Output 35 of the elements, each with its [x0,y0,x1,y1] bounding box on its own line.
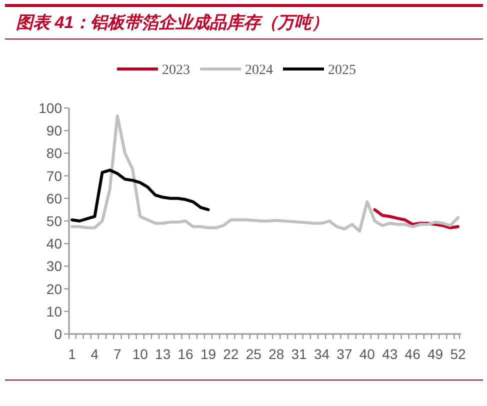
x-tick-label: 19 [200,346,216,362]
x-tick-label: 49 [428,346,444,362]
x-tick-label: 10 [132,346,148,362]
y-tick-label: 90 [46,122,62,139]
y-tick-label: 50 [46,213,62,229]
legend-label: 2023 [162,63,190,78]
line-series [70,114,460,233]
x-tick-label: 4 [90,346,99,362]
y-tick-label: 70 [46,168,62,184]
x-tick-label: 28 [268,346,284,362]
x-tick-label: 13 [155,346,171,362]
legend-label: 2024 [245,63,273,78]
x-tick-label: 1 [68,346,76,362]
y-tick-label: 30 [46,258,62,274]
x-tick-label: 52 [450,346,466,362]
x-tick-label: 43 [382,346,398,362]
x-tick-label: 34 [314,346,330,362]
line-series [70,168,210,222]
x-tick-label: 37 [336,346,352,362]
x-tick-label: 46 [404,346,421,362]
x-tick-label: 31 [291,346,308,362]
x-tick-label: 22 [223,346,239,362]
x-tick-label: 7 [114,346,122,362]
y-tick-label: 60 [46,190,62,206]
y-tick-label: 20 [46,280,62,297]
chart-title: 图表 41：铝板带箔企业成品库存（万吨） [16,13,329,32]
y-tick-label: 10 [46,303,62,320]
x-tick-label: 40 [359,346,376,362]
x-tick-label: 25 [246,346,262,362]
y-tick-label: 100 [38,100,62,116]
legend-label: 2025 [328,63,356,78]
y-tick-label: 80 [46,145,62,162]
y-tick-label: 0 [54,326,62,342]
x-tick-label: 16 [178,346,194,362]
y-tick-label: 40 [46,236,62,252]
